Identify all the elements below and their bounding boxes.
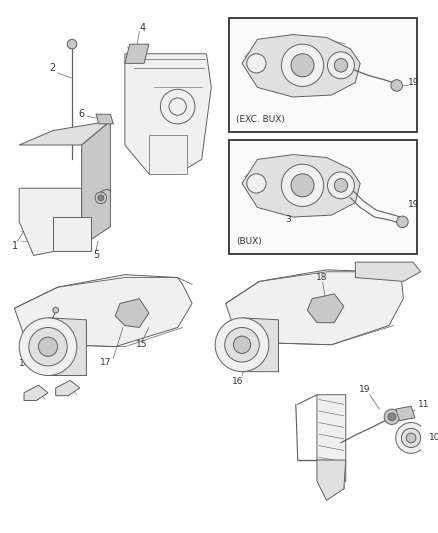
Text: 16: 16 (233, 377, 244, 386)
Circle shape (19, 318, 77, 376)
Circle shape (67, 39, 77, 49)
Polygon shape (96, 114, 113, 124)
Polygon shape (24, 385, 48, 400)
Bar (229, 18, 417, 132)
Polygon shape (355, 262, 420, 281)
Text: (EXC. BUX): (EXC. BUX) (236, 115, 285, 124)
Polygon shape (14, 274, 192, 346)
Text: 17: 17 (100, 358, 111, 367)
Circle shape (328, 52, 354, 79)
Text: 1: 1 (11, 241, 18, 251)
Polygon shape (125, 44, 149, 63)
Polygon shape (242, 155, 360, 217)
Circle shape (384, 409, 399, 424)
Polygon shape (307, 294, 344, 322)
Circle shape (388, 413, 396, 421)
Text: 11: 11 (418, 400, 429, 409)
Text: 5: 5 (93, 251, 99, 261)
Circle shape (98, 195, 104, 201)
Polygon shape (226, 270, 403, 345)
Polygon shape (149, 135, 187, 174)
Circle shape (247, 174, 266, 193)
Text: (BUX): (BUX) (236, 237, 262, 246)
Circle shape (402, 429, 420, 448)
Polygon shape (53, 217, 91, 251)
Circle shape (53, 308, 59, 313)
Text: 18: 18 (316, 273, 328, 282)
Polygon shape (56, 381, 80, 395)
Polygon shape (19, 121, 110, 145)
Circle shape (95, 192, 106, 204)
Polygon shape (81, 121, 110, 246)
Circle shape (247, 54, 266, 73)
Text: 10: 10 (429, 433, 438, 442)
Text: 19: 19 (408, 78, 420, 87)
Polygon shape (115, 298, 149, 327)
Text: 14: 14 (19, 359, 31, 368)
Text: 19: 19 (408, 200, 420, 209)
Circle shape (291, 54, 314, 77)
Circle shape (281, 164, 324, 206)
Text: 15: 15 (136, 340, 148, 349)
Circle shape (334, 59, 348, 72)
Text: 3: 3 (285, 215, 291, 224)
Polygon shape (48, 318, 86, 376)
Circle shape (291, 174, 314, 197)
Circle shape (281, 44, 324, 86)
Circle shape (396, 423, 427, 453)
Polygon shape (125, 54, 211, 174)
Text: 4: 4 (139, 23, 145, 33)
Polygon shape (242, 35, 360, 97)
Polygon shape (396, 406, 415, 421)
Circle shape (334, 179, 348, 192)
Polygon shape (317, 395, 346, 489)
Polygon shape (242, 318, 279, 372)
Circle shape (29, 327, 67, 366)
Polygon shape (317, 460, 346, 500)
Circle shape (391, 80, 403, 91)
Text: 6: 6 (78, 109, 85, 119)
Circle shape (397, 216, 408, 228)
Circle shape (233, 336, 251, 353)
Circle shape (406, 433, 416, 443)
Circle shape (215, 318, 269, 372)
Circle shape (39, 337, 58, 356)
Polygon shape (19, 188, 81, 255)
Circle shape (225, 327, 259, 362)
Text: 19: 19 (359, 385, 371, 394)
Bar (229, 140, 417, 254)
Text: 2: 2 (49, 63, 56, 73)
Circle shape (328, 172, 354, 199)
